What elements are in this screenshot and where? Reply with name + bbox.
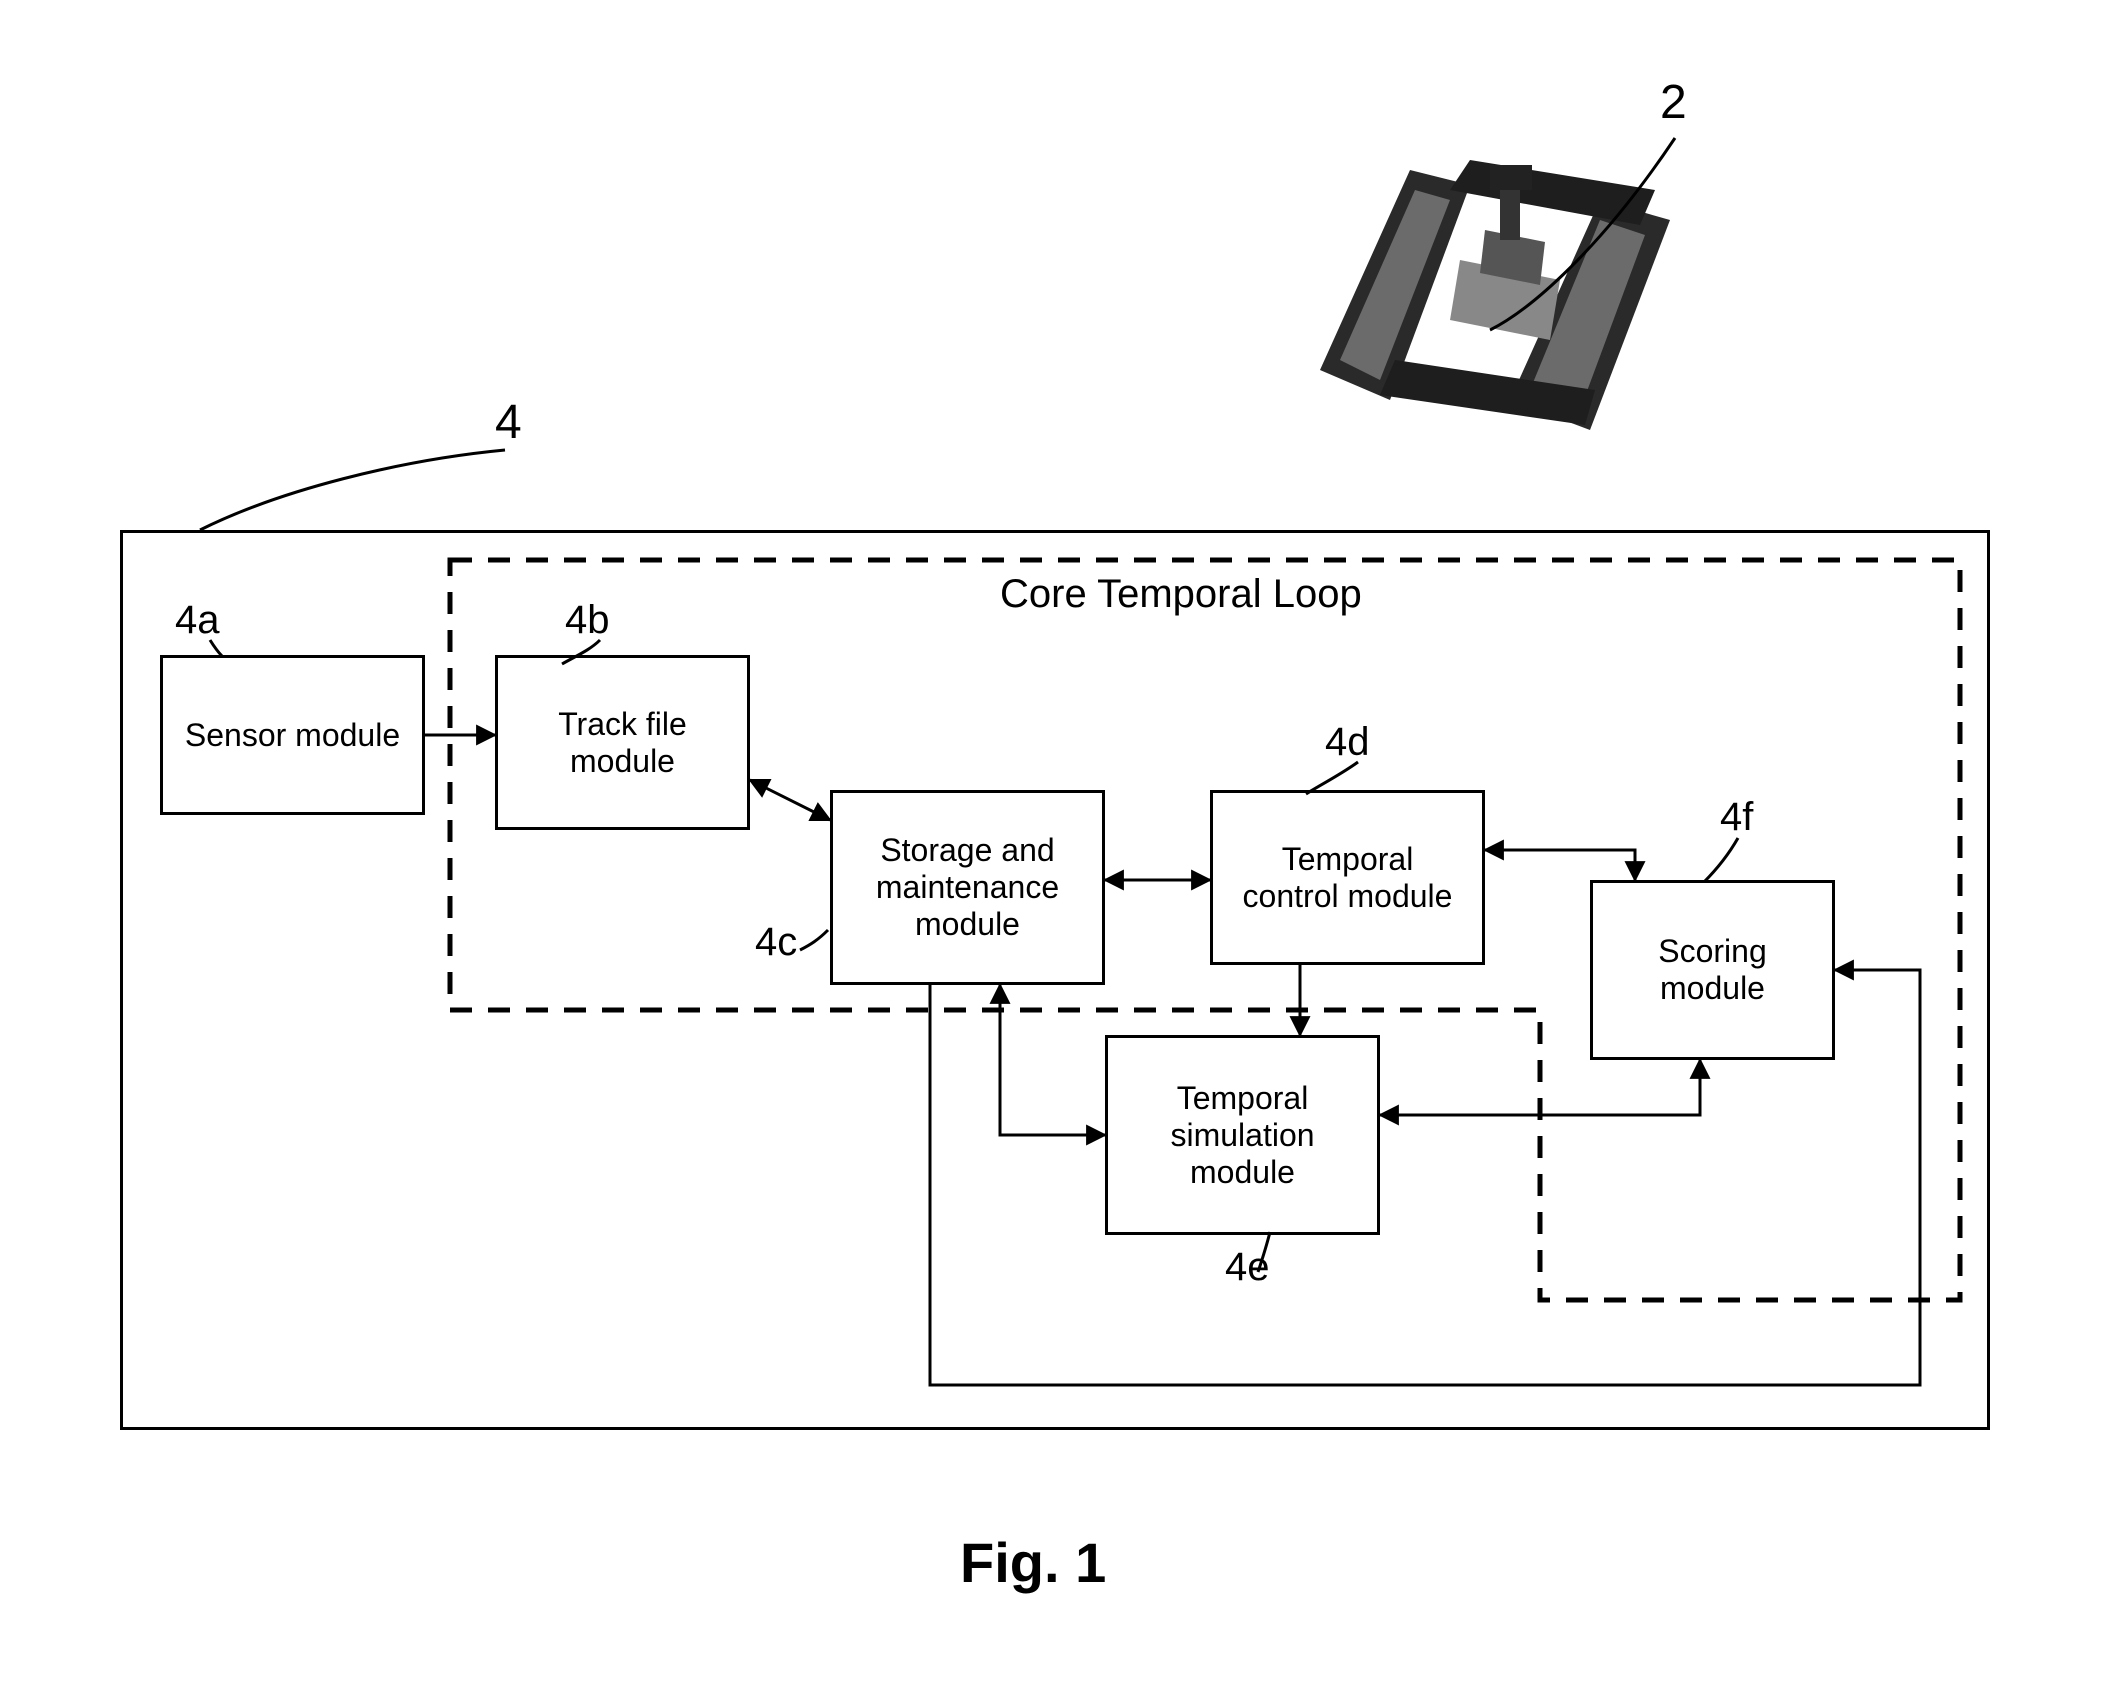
ref-4f: 4f: [1720, 795, 1753, 840]
ref-4e: 4e: [1225, 1245, 1270, 1290]
core-loop-title: Core Temporal Loop: [1000, 572, 1362, 617]
ref-4c: 4c: [755, 920, 797, 965]
scoring-module: Scoring module: [1590, 880, 1835, 1060]
ref-2: 2: [1660, 75, 1687, 130]
storage-maintenance-module: Storage and maintenance module: [830, 790, 1105, 985]
tcontrol-label: Temporal control module: [1243, 841, 1453, 915]
ref-4d: 4d: [1325, 720, 1370, 765]
diagram-canvas: Core Temporal Loop Sensor module Track f…: [0, 0, 2115, 1705]
temporal-simulation-module: Temporal simulation module: [1105, 1035, 1380, 1235]
track-file-label: Track file module: [558, 706, 687, 780]
scoring-label: Scoring module: [1658, 933, 1767, 1007]
ref-4a: 4a: [175, 598, 220, 643]
figure-caption: Fig. 1: [960, 1530, 1106, 1595]
track-file-module: Track file module: [495, 655, 750, 830]
temporal-control-module: Temporal control module: [1210, 790, 1485, 965]
ref-4: 4: [495, 395, 522, 450]
storage-label: Storage and maintenance module: [876, 832, 1059, 943]
tsim-label: Temporal simulation module: [1170, 1080, 1314, 1191]
ref-4b: 4b: [565, 598, 610, 643]
sensor-module: Sensor module: [160, 655, 425, 815]
sensor-module-label: Sensor module: [185, 717, 400, 754]
vehicle-icon: [1300, 110, 1720, 455]
leader-4: [200, 450, 505, 530]
